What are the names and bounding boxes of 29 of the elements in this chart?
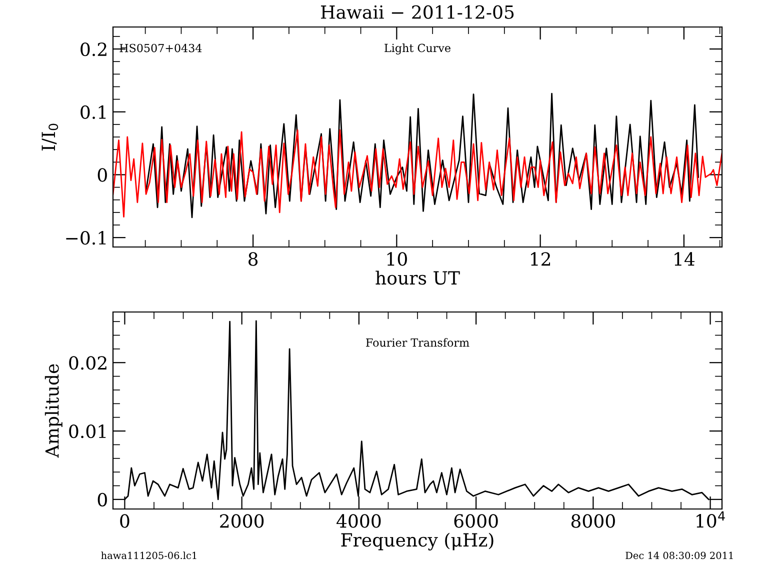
y-tick-label: 0.1 [80,105,106,119]
x-tick-label: 8 [248,252,258,266]
y-tick-label: 0.01 [69,424,106,438]
x-axis-title: hours UT [376,270,460,285]
y-tick-label: 0.2 [80,42,106,56]
y-tick-label: 0.02 [69,356,106,370]
text: Dec 14 08:30:09 2011 [626,552,733,560]
x-tick-label: 14 [674,252,695,266]
chart-title: Hawaii − 2011-12-05 [321,5,514,19]
x-tick-label: 0 [120,514,130,528]
x-tick-label: 10$^{4}$ [696,511,725,528]
x-tick-label: 12 [531,252,550,266]
x-tick-label: 4000 [336,514,381,528]
annotation: Light Curve [384,44,450,54]
y-tick-label: 0 [98,168,107,182]
y-tick-label: −0.1 [66,231,106,245]
x-tick-label: 8000 [571,514,615,528]
x-tick-label: 10 [387,252,407,266]
y-axis-title: I/I$_{0}$ [42,124,58,151]
y-axis-title: Amplitude [44,364,62,458]
annotation: HS0507+0434 [120,44,202,52]
line-series [145,92,699,218]
annotation: Fourier Transform [366,338,470,347]
line-series [113,129,722,218]
text: hawa111205-06.lc1 [101,552,196,560]
x-tick-label: 6000 [454,514,498,528]
y-tick-label: 0 [98,492,107,507]
x-tick-label: 2000 [220,514,264,528]
x-axis-title: Frequency (μHz) [341,532,494,550]
